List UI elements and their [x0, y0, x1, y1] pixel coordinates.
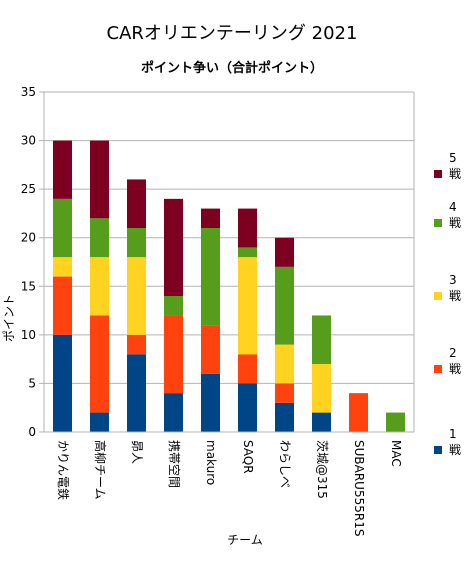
bar-segment [53, 198, 72, 258]
legend-swatch [434, 365, 442, 373]
bar-segment [53, 140, 72, 199]
bar-segment [127, 354, 146, 432]
legend-label: 5 [449, 151, 457, 165]
bar-segment [164, 393, 183, 432]
bar-segment [90, 218, 109, 258]
bar-segment [238, 247, 257, 258]
bar-segment [53, 276, 72, 335]
legend-label: 戦 [449, 167, 461, 181]
bar-segment [312, 412, 331, 432]
legend-label: 2 [449, 346, 457, 360]
axes [43, 92, 415, 433]
bar-segment [201, 373, 220, 432]
legend-label: 戦 [449, 289, 461, 303]
x-tick-label: わらしべ [278, 440, 292, 488]
bar-segment [53, 334, 72, 432]
chart-subtitle: ポイント争い（合計ポイント） [141, 60, 323, 76]
x-tick-label: 携帯空間 [167, 440, 182, 488]
bar-segment [238, 257, 257, 355]
bar-segment [275, 402, 294, 432]
x-tick-label: SAQR [241, 440, 255, 474]
y-tick-label: 25 [21, 182, 36, 196]
bar-segment [90, 257, 109, 316]
bar-segment [201, 228, 220, 326]
legend-label: 戦 [449, 216, 461, 230]
y-tick-label: 10 [21, 328, 36, 342]
bar-segment [127, 228, 146, 258]
y-axis-label: ポイント [2, 294, 16, 342]
legend-label: 3 [449, 273, 457, 287]
bar-segment [238, 208, 257, 248]
x-axis-label: チーム [227, 533, 263, 547]
x-tick-label: 茨城@315 [315, 440, 329, 499]
bar-segment [164, 296, 183, 316]
legend-label: 戦 [449, 362, 461, 376]
chart-title: CARオリエンテーリング 2021 [107, 23, 358, 44]
legend: 5 戦 4 戦 3 戦 2 戦 1 戦 [434, 151, 461, 457]
y-tick-label: 20 [21, 231, 36, 245]
y-tick-label: 5 [28, 376, 36, 390]
bar-segment [164, 198, 183, 296]
bar-segment [275, 237, 294, 267]
bar-segment [201, 208, 220, 228]
x-tick-label: 高柳チーム [93, 440, 108, 500]
legend-label: 4 [449, 200, 457, 214]
bar-segment [127, 179, 146, 228]
legend-swatch [434, 446, 442, 454]
bar-segment [127, 334, 146, 355]
bar-segment [164, 315, 183, 394]
bar-segment [238, 383, 257, 432]
bar-segment [312, 315, 331, 364]
x-tick-label: SUBARU555R1S [352, 440, 366, 536]
bar-segment [201, 325, 220, 374]
x-tick-label: かりん電鉄 [56, 440, 71, 500]
y-tick-label: 30 [21, 134, 36, 148]
legend-label: 戦 [449, 443, 461, 457]
y-tick-label: 35 [21, 85, 36, 99]
x-tick-labels: かりん電鉄 高柳チーム 昴人 携帯空間 makuro SAQR わらしべ 茨城@315 SUBA… [56, 440, 403, 536]
y-tick-label: 0 [28, 425, 36, 439]
x-tick-label: MAC [389, 440, 403, 467]
legend-swatch [434, 292, 442, 300]
legend-swatch [434, 219, 442, 227]
legend-label: 1 [449, 427, 457, 441]
bar-segment [275, 344, 294, 384]
bar-segment [90, 412, 109, 432]
bar-segment [349, 393, 368, 432]
bars [53, 140, 405, 432]
x-tick-label: 昴人 [130, 440, 144, 464]
bar-segment [53, 257, 72, 277]
bar-segment [238, 354, 257, 384]
x-tick-label: makuro [204, 440, 218, 485]
bar-segment [275, 266, 294, 345]
bar-segment [90, 315, 109, 413]
bar-segment [312, 364, 331, 413]
bar-segment [386, 412, 405, 432]
bar-segment [127, 257, 146, 335]
bar-segment [275, 383, 294, 403]
y-tick-labels: 0 5 10 15 20 25 30 35 [21, 85, 36, 439]
legend-swatch [434, 170, 442, 178]
bar-segment [90, 140, 109, 219]
y-tick-label: 15 [21, 279, 36, 293]
